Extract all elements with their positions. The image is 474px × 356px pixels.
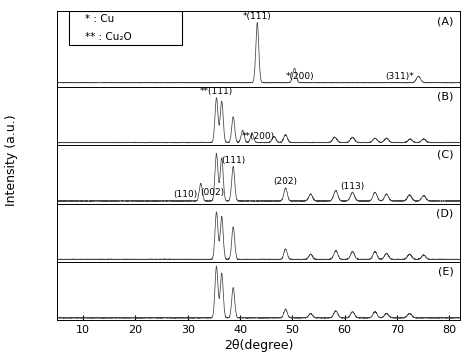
FancyBboxPatch shape xyxy=(69,11,182,45)
Text: **(111): **(111) xyxy=(200,87,233,96)
Text: (113): (113) xyxy=(340,182,365,190)
Text: (202): (202) xyxy=(273,177,298,186)
Text: **(200): **(200) xyxy=(242,132,275,141)
Text: (C): (C) xyxy=(437,150,454,160)
Text: (B): (B) xyxy=(438,91,454,101)
Text: (110): (110) xyxy=(173,190,197,199)
Text: *(200): *(200) xyxy=(286,72,315,81)
Text: (E): (E) xyxy=(438,267,454,277)
Text: (002): (002) xyxy=(201,188,225,197)
Text: ** : Cu₂O: ** : Cu₂O xyxy=(85,32,132,42)
Text: Intensity (a.u.): Intensity (a.u.) xyxy=(5,114,18,206)
Text: (311)*: (311)* xyxy=(385,72,414,81)
Text: *(111): *(111) xyxy=(243,12,272,21)
Text: (D): (D) xyxy=(437,208,454,218)
Text: (111): (111) xyxy=(221,156,246,165)
Text: * : Cu: * : Cu xyxy=(85,15,114,25)
Text: (A): (A) xyxy=(438,17,454,27)
X-axis label: 2θ(degree): 2θ(degree) xyxy=(224,339,293,352)
Text: * : Cu: * : Cu xyxy=(85,15,114,25)
Text: ** : Cu₂O: ** : Cu₂O xyxy=(85,32,132,42)
